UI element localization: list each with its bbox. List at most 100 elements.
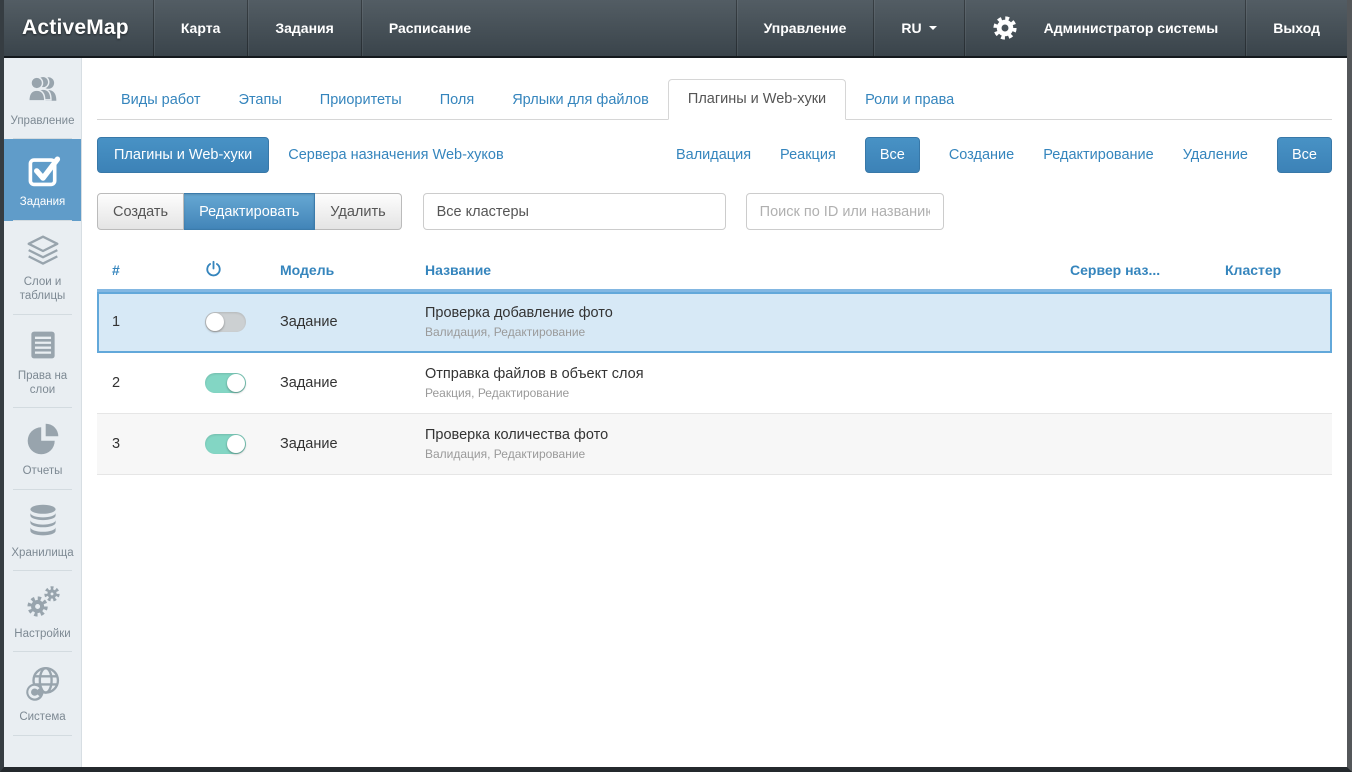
sidebar-item-label: Система [19,711,66,724]
globe-icon [25,667,59,702]
sidebar-item-label: Настройки [14,628,71,640]
col-header-server[interactable]: Сервер наз... [1070,262,1161,278]
enabled-toggle[interactable] [205,312,246,332]
type-filter[interactable]: Реакция [780,147,836,163]
row-name-cell: Проверка добавление фото Валидация, Реда… [410,305,1055,339]
row-name: Проверка добавление фото [425,305,613,321]
webhook-servers-link[interactable]: Сервера назначения Web-хуков [288,147,504,163]
sidebar-item-settings[interactable]: Настройки [4,571,81,653]
sidebar: Управление Задания Слои и таблицы [4,58,82,767]
row-tags: Реакция, Редактирование [425,386,570,400]
sidebar-item-label: Слои и таблицы [19,275,66,303]
sidebar-item-storages[interactable]: Хранилища [4,490,81,572]
app-logo[interactable]: ActiveMap [22,16,129,39]
row-name-cell: Отправка файлов в объект слоя Реакция, Р… [410,366,1055,400]
row-model: Задание [280,436,338,452]
sidebar-item-reports[interactable]: Отчеты [4,408,81,491]
sidebar-item-label: Управление [10,115,75,127]
topbar-right: Управление RU Администратор системы Выхо… [735,0,1347,56]
create-button[interactable]: Создать [97,193,185,230]
edit-button[interactable]: Редактировать [184,193,316,230]
row-num: 3 [112,436,121,452]
enabled-toggle[interactable] [205,373,246,393]
sidebar-item-tasks[interactable]: Задания [4,139,81,222]
table-row[interactable]: 3 Задание Проверка количества фото Валид… [97,414,1332,475]
tab[interactable]: Роли и права [865,92,955,108]
subnav: Плагины и Web-хуки Сервера назначения We… [97,137,1332,173]
settings-gear-icon[interactable] [992,15,1018,41]
sidebar-item-system[interactable]: Система [4,652,81,737]
action-filter[interactable]: Редактирование [1043,147,1154,163]
sidebar-item-label: Права на слои [17,369,68,396]
row-toggle-cell [180,312,265,332]
pie-chart-icon [27,423,58,455]
sidebar-item-layer-rights[interactable]: Права на слои [4,315,81,409]
search-input[interactable] [745,193,944,230]
row-model: Задание [280,314,338,330]
sidebar-item-management[interactable]: Управление [4,62,81,140]
document-lines-icon [30,331,55,358]
cluster-select[interactable]: Все кластеры [422,193,726,230]
tab[interactable]: Ярлыки для файлов [512,92,649,108]
tab[interactable]: Этапы [238,92,282,108]
table-header: # Модель Название Сервер наз... Кластер [97,251,1332,292]
power-icon [206,260,221,277]
col-header-name[interactable]: Название [425,262,492,278]
row-num: 1 [112,314,121,330]
table-row[interactable]: 2 Задание Отправка файлов в объект слоя … [97,353,1332,414]
row-tags: Валидация, Редактирование [425,447,586,461]
enabled-toggle[interactable] [205,434,246,454]
management-menu[interactable]: Управление [735,0,874,56]
row-model: Задание [280,375,338,391]
users-icon [27,75,56,102]
content: Виды работ Этапы Приоритеты Поля Ярлыки для … [82,58,1347,767]
table-body: 1 Задание Проверка добавление фото Валид… [97,292,1332,475]
current-user[interactable]: Администратор системы [1043,20,1219,36]
type-filter[interactable]: Все [864,137,920,173]
topbar: ActiveMap Карта Задания Расписание Управле… [4,0,1347,58]
language-dropdown[interactable]: RU [873,0,963,56]
sidebar-item-label: Отчеты [22,465,63,478]
row-name: Отправка файлов в объект слоя [425,366,644,382]
tab[interactable]: Приоритеты [319,92,402,108]
row-toggle-cell [180,434,265,454]
action-filter[interactable]: Все [1277,137,1332,173]
filters: Валидация Реакция Все Создание Редактирован… [676,137,1332,173]
table-row[interactable]: 1 Задание Проверка добавление фото Валид… [97,292,1332,353]
plugins-webhooks-button[interactable]: Плагины и Web-хуки [97,137,270,173]
topbar-nav-item[interactable]: Расписание [360,0,498,56]
action-filter[interactable]: Удаление [1182,147,1248,163]
sidebar-item-label: Хранилища [11,546,74,559]
action-filter[interactable]: Создание [948,147,1015,163]
delete-button[interactable]: Удалить [315,193,402,230]
col-header-cluster[interactable]: Кластер [1225,262,1282,278]
row-tags: Валидация, Редактирование [425,325,586,339]
topbar-nav-item[interactable]: Карта [152,0,248,56]
sidebar-item-label: Задания [19,196,66,209]
col-header-model[interactable]: Модель [280,262,335,278]
type-filter[interactable]: Валидация [675,147,752,163]
topbar-nav-item[interactable]: Задания [247,0,360,56]
col-header-enabled[interactable] [180,260,265,280]
col-header-num[interactable]: # [112,262,120,278]
plugins-table: # Модель Название Сервер наз... Кластер [97,251,1332,475]
tab[interactable]: Поля [439,92,475,108]
user-section: Администратор системы [963,0,1246,56]
language-label: RU [901,20,922,36]
toggle-knob [227,435,245,453]
toolbar: Создать Редактировать Удалить Все класте… [97,193,1332,230]
toggle-knob [206,313,224,331]
chevron-down-icon [928,26,937,30]
tab[interactable]: Плагины и Web-хуки [667,79,847,120]
row-name-cell: Проверка количества фото Валидация, Реда… [410,427,1055,461]
tasks-check-icon [28,156,60,187]
database-icon [29,504,56,536]
logout-button[interactable]: Выход [1245,0,1347,56]
main-area: Управление Задания Слои и таблицы [4,58,1347,767]
row-name: Проверка количества фото [425,427,609,443]
sidebar-item-layers[interactable]: Слои и таблицы [4,221,81,315]
toggle-knob [227,374,245,392]
tab[interactable]: Виды работ [121,92,201,108]
crud-button-group: Создать Редактировать Удалить [97,193,402,230]
